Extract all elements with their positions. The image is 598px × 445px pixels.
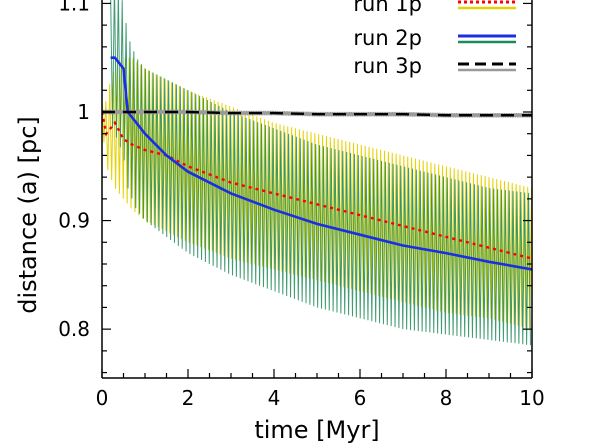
x-tick-label: 10 <box>519 386 544 410</box>
axes: 0 2 4 6 8 10 0.8 0.9 1 1.1 <box>58 0 545 410</box>
legend-label: run 2p <box>353 26 422 50</box>
y-axis-label: distance (a) [pc] <box>14 116 42 314</box>
x-tick-label: 0 <box>96 386 109 410</box>
x-axis-label: time [Myr] <box>254 416 379 444</box>
series-lines <box>102 56 532 271</box>
oscillation-bands <box>102 0 532 346</box>
line-run-3p <box>102 110 532 117</box>
band-run-1p <box>102 57 532 329</box>
x-tick-label: 2 <box>182 386 195 410</box>
line-run-2p <box>110 56 532 271</box>
y-tick-label: 1 <box>77 100 90 124</box>
x-tick-label: 4 <box>268 386 281 410</box>
y-tick-label: 1.1 <box>58 0 90 15</box>
x-tick-label: 8 <box>440 386 453 410</box>
y-tick-label: 0.8 <box>58 317 90 341</box>
legend-label: run 3p <box>353 54 422 78</box>
legend: run 1p run 2p run 3p <box>353 0 516 78</box>
legend-label: run 1p <box>353 0 422 16</box>
y-tick-label: 0.9 <box>58 209 90 233</box>
x-tick-label: 6 <box>354 386 367 410</box>
